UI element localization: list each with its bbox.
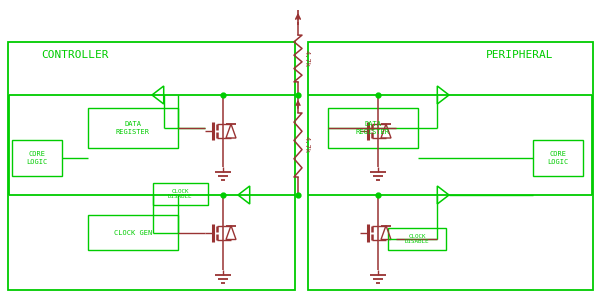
Text: CORE
LOGIC: CORE LOGIC — [547, 151, 569, 165]
Bar — [88, 215, 178, 250]
Text: PERIPHERAL: PERIPHERAL — [486, 50, 554, 60]
Text: CONTROLLER: CONTROLLER — [41, 50, 109, 60]
Text: 4.7k: 4.7k — [304, 50, 310, 67]
Bar — [388, 228, 446, 250]
Text: DATA
REGISTER: DATA REGISTER — [356, 121, 390, 135]
Bar — [88, 108, 178, 148]
Text: CLOCK
DISABLE: CLOCK DISABLE — [405, 233, 429, 244]
Bar — [328, 108, 418, 148]
Text: DATA
REGISTER: DATA REGISTER — [116, 121, 150, 135]
Bar — [8, 42, 295, 290]
Bar — [308, 42, 593, 290]
Bar — [533, 140, 583, 176]
Bar — [153, 183, 208, 205]
Bar — [12, 140, 62, 176]
Text: CORE
LOGIC: CORE LOGIC — [26, 151, 47, 165]
Text: 4.7k: 4.7k — [304, 136, 310, 154]
Text: CLOCK GEN: CLOCK GEN — [114, 230, 152, 236]
Text: CLOCK
DISABLE: CLOCK DISABLE — [168, 188, 192, 200]
